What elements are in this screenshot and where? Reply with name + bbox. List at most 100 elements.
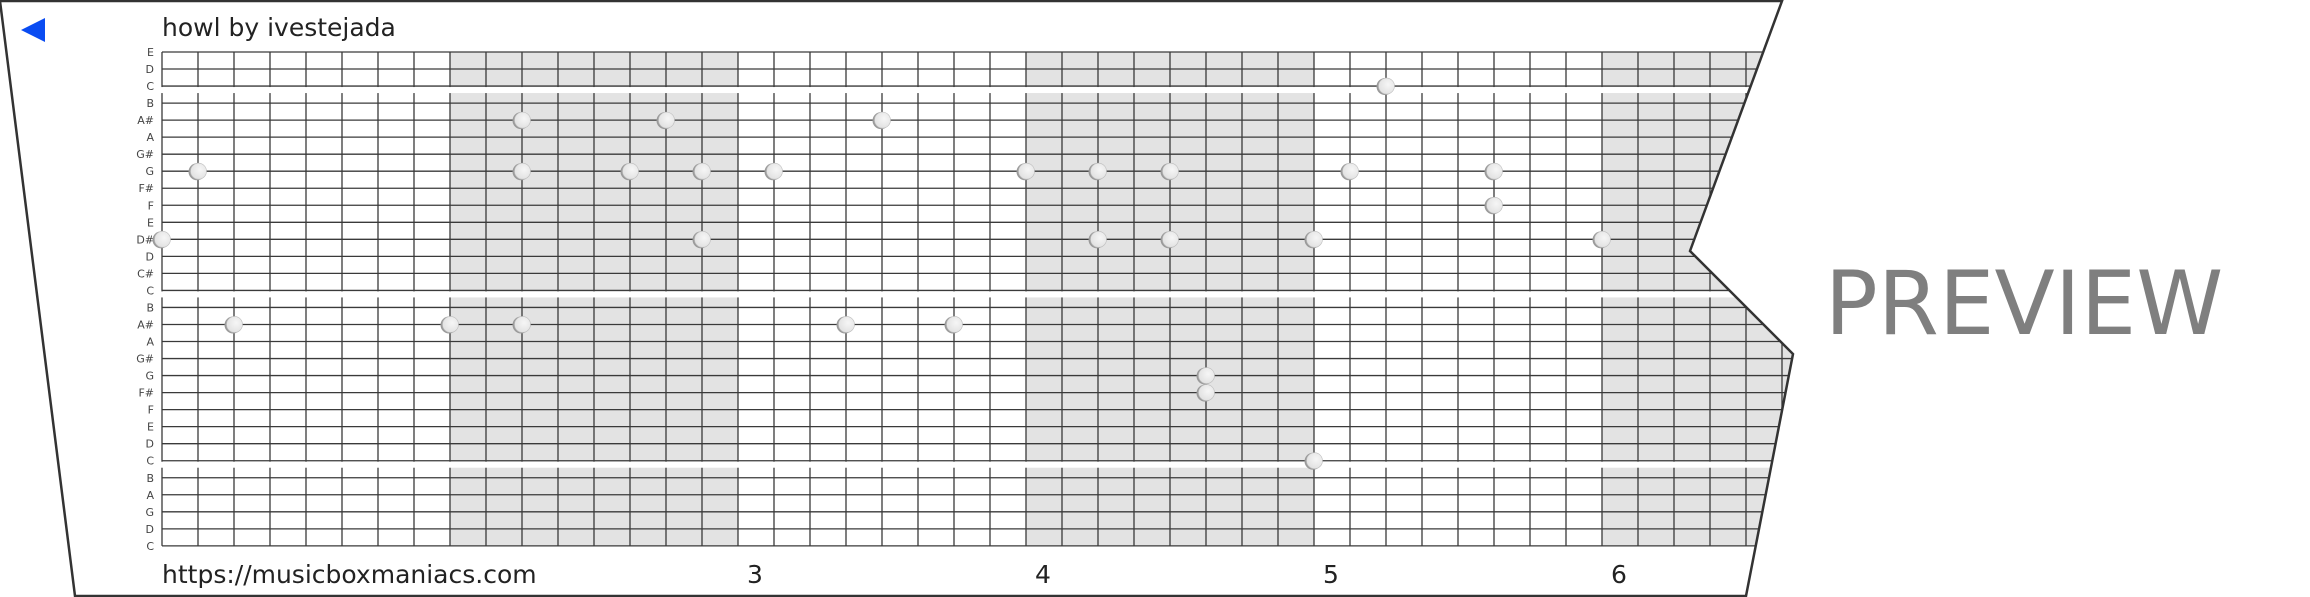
note[interactable] [620, 162, 639, 181]
note-label: A# [137, 114, 154, 127]
note-circle [1486, 196, 1503, 214]
note-circle [1018, 162, 1035, 180]
note[interactable] [152, 231, 171, 249]
note-label: F# [138, 182, 154, 195]
note-label: C [146, 455, 154, 468]
note[interactable] [1592, 231, 1611, 249]
note-label: F [148, 404, 154, 417]
note[interactable] [188, 162, 207, 181]
note-label: D# [136, 233, 154, 246]
note[interactable] [1340, 162, 1359, 181]
note-circle [154, 231, 171, 248]
note[interactable] [1304, 231, 1323, 249]
note-circle [694, 231, 711, 248]
note[interactable] [1376, 77, 1395, 96]
note-label: B [146, 472, 154, 485]
note-circle [1162, 231, 1179, 248]
note-circle [838, 316, 855, 333]
note-label: G [145, 506, 154, 519]
note-label: G [145, 165, 154, 178]
note-label: E [147, 216, 154, 229]
note-label: F [148, 199, 154, 212]
note-circle [514, 111, 531, 129]
note[interactable] [764, 162, 783, 181]
site-url[interactable]: https://musicboxmaniacs.com [162, 560, 537, 589]
note-circle [1198, 367, 1215, 384]
note-label: G# [136, 148, 154, 161]
octave-gap [161, 87, 1793, 94]
note-circle [190, 162, 207, 180]
note[interactable] [512, 162, 531, 181]
note-circle [1306, 452, 1323, 470]
note-circle [874, 111, 891, 129]
note[interactable] [692, 231, 711, 249]
note[interactable] [1088, 231, 1107, 249]
note[interactable] [656, 111, 675, 130]
note-circle [442, 316, 459, 333]
note-label: C [146, 80, 154, 93]
measure-number: 6 [1611, 560, 1627, 589]
note-label: C [146, 540, 154, 553]
octave-gap [161, 461, 1793, 468]
note-label: G# [136, 353, 154, 366]
note[interactable] [1160, 162, 1179, 181]
note[interactable] [1088, 162, 1107, 181]
note[interactable] [692, 162, 711, 181]
note-label: E [147, 421, 154, 434]
note-circle [946, 316, 963, 333]
note-label: D [146, 250, 154, 263]
note-label: B [146, 301, 154, 314]
note[interactable] [440, 316, 459, 334]
note-circle [514, 316, 531, 333]
note-label: A [146, 131, 154, 144]
note-circle [694, 162, 711, 180]
note[interactable] [944, 316, 963, 334]
note-label: A [146, 336, 154, 349]
note[interactable] [836, 316, 855, 334]
note-circle [658, 111, 675, 129]
note[interactable] [512, 111, 531, 130]
note-circle [766, 162, 783, 180]
note-label: C# [137, 267, 154, 280]
note-circle [1090, 231, 1107, 248]
note-label: D [146, 523, 154, 536]
note-label: F# [138, 387, 154, 400]
note[interactable] [1016, 162, 1035, 181]
note[interactable] [1484, 162, 1503, 181]
note-label: A [146, 489, 154, 502]
note[interactable] [1196, 384, 1215, 402]
measure-number: 3 [747, 560, 763, 589]
note-label: D [146, 438, 154, 451]
strip-outline [0, 0, 1795, 597]
octave-gap [161, 291, 1793, 298]
note[interactable] [872, 111, 891, 130]
note[interactable] [512, 316, 531, 334]
note-circle [1342, 162, 1359, 180]
note-label: D [146, 63, 154, 76]
note-circle [1486, 162, 1503, 180]
note-label: E [147, 46, 154, 59]
note[interactable] [1196, 367, 1215, 385]
notes-layer [152, 77, 1611, 470]
note-circle [1090, 162, 1107, 180]
note-circle [514, 162, 531, 180]
song-title: howl by ivestejada [162, 13, 396, 42]
measure-number: 4 [1035, 560, 1051, 589]
note[interactable] [224, 316, 243, 334]
note-label: B [146, 97, 154, 110]
note[interactable] [1484, 196, 1503, 215]
note-circle [1594, 231, 1611, 248]
note-circle [1162, 162, 1179, 180]
note-grid [161, 51, 1793, 547]
preview-watermark: PREVIEW [1825, 252, 2224, 355]
note[interactable] [1304, 452, 1323, 470]
back-icon[interactable] [21, 18, 45, 42]
note-circle [622, 162, 639, 180]
note-label: G [145, 370, 154, 383]
note-circle [1198, 384, 1215, 401]
note-circle [1306, 231, 1323, 248]
note-label: C [146, 284, 154, 297]
note[interactable] [1160, 231, 1179, 249]
